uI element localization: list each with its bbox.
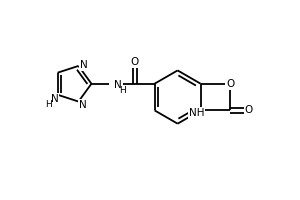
- Text: O: O: [131, 57, 139, 67]
- Text: N: N: [51, 94, 58, 104]
- Text: H: H: [120, 86, 126, 95]
- Text: O: O: [226, 79, 234, 89]
- Text: N: N: [79, 100, 86, 110]
- Text: N: N: [114, 80, 122, 90]
- Text: N: N: [80, 60, 87, 70]
- Text: NH: NH: [189, 108, 205, 118]
- Text: O: O: [245, 105, 253, 115]
- Text: H: H: [45, 100, 52, 109]
